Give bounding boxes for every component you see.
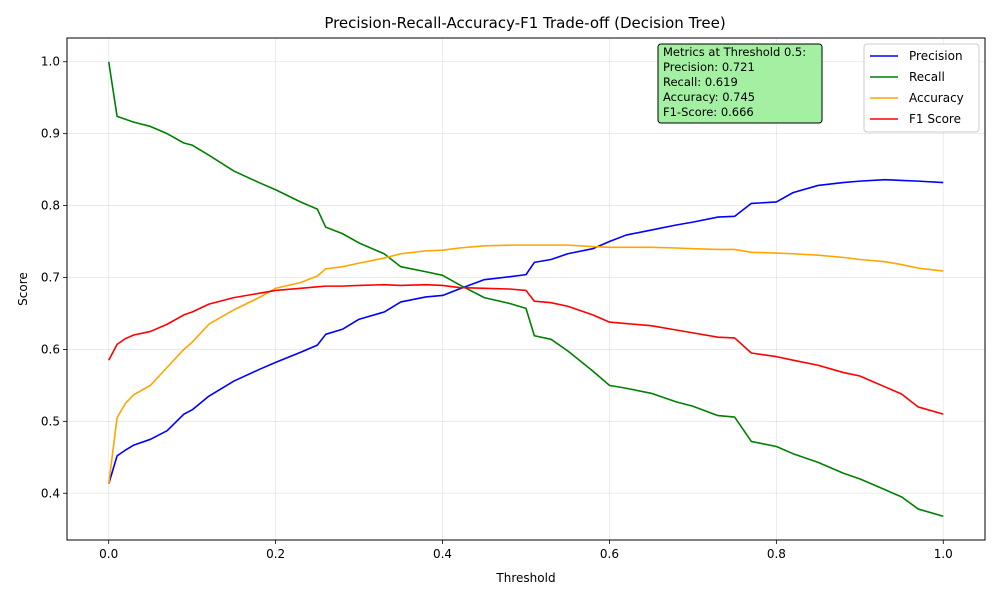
legend-label-recall: Recall — [909, 70, 945, 84]
x-tick-label: 0.2 — [266, 547, 285, 561]
y-tick-label: 0.8 — [41, 199, 60, 213]
legend-label-accuracy: Accuracy — [909, 91, 964, 105]
x-axis-label: Threshold — [495, 571, 555, 585]
y-tick-label: 1.0 — [41, 55, 60, 69]
chart-title: Precision-Recall-Accuracy-F1 Trade-off (… — [324, 14, 725, 32]
legend: Precision Recall Accuracy F1 Score — [863, 43, 980, 133]
series-line-f1-score — [108, 283, 944, 415]
annotation-background — [657, 43, 823, 124]
legend-frame — [863, 43, 980, 133]
y-tick-label: 0.9 — [41, 127, 60, 141]
y-tick-label: 0.6 — [41, 342, 60, 356]
y-tick-label: 0.7 — [41, 270, 60, 284]
series-line-accuracy — [107, 244, 944, 485]
plot-frame — [66, 37, 986, 541]
x-tick-label: 0.0 — [99, 547, 118, 561]
y-tick-label: 0.4 — [41, 486, 60, 500]
x-axis-ticks: 0.0 0.2 0.4 0.6 0.8 1.0 — [99, 540, 953, 561]
annotation-line-2: Precision: 0.721 — [663, 60, 755, 74]
annotation-line-5: F1-Score: 0.666 — [663, 105, 754, 119]
annotation-line-1: Metrics at Threshold 0.5: — [663, 45, 806, 59]
series-line-precision — [107, 178, 944, 485]
y-axis-label: Score — [16, 272, 30, 306]
annotation-line-3: Recall: 0.619 — [663, 75, 738, 89]
x-tick-label: 0.4 — [433, 547, 452, 561]
y-tick-label: 0.5 — [41, 414, 60, 428]
x-tick-label: 1.0 — [934, 547, 953, 561]
x-tick-label: 0.8 — [767, 547, 786, 561]
series-group — [107, 61, 944, 518]
x-tick-label: 0.6 — [600, 547, 619, 561]
annotation-box: Metrics at Threshold 0.5: Precision: 0.7… — [657, 43, 823, 124]
series-line-recall — [107, 61, 944, 518]
legend-label-precision: Precision — [909, 49, 963, 63]
annotation-line-4: Accuracy: 0.745 — [663, 90, 755, 104]
legend-label-f1: F1 Score — [909, 112, 961, 126]
y-axis-ticks: 0.4 0.5 0.6 0.7 0.8 0.9 1.0 — [41, 55, 67, 500]
